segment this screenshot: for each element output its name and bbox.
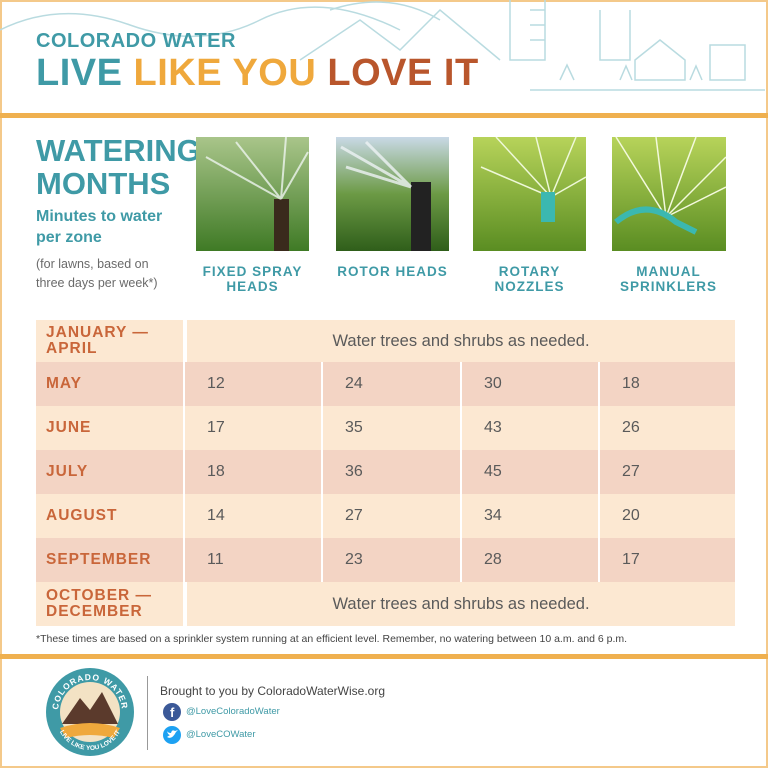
brand: COLORADO WATER [36, 30, 236, 52]
value-cell: 18 [185, 450, 323, 494]
month-cell: SEPTEMBER [36, 538, 185, 582]
social-icons: f [163, 703, 181, 744]
twitter-handle[interactable]: @LoveCOWater [186, 729, 256, 740]
credit: Brought to you by ColoradoWaterWise.org [160, 684, 385, 698]
header-art [0, 0, 765, 91]
value-cell: 43 [462, 406, 600, 450]
value-cell: 20 [600, 494, 737, 538]
subtitle: Minutes to water per zone [36, 208, 163, 246]
month-cell: AUGUST [36, 494, 185, 538]
column-label: MANUAL SPRINKLERS [619, 264, 717, 294]
value-cell: 34 [462, 494, 600, 538]
divider [0, 113, 768, 118]
value-cell: 17 [185, 406, 323, 450]
value-cell: 26 [600, 406, 737, 450]
value-cell: 28 [462, 538, 600, 582]
value-cell: 14 [185, 494, 323, 538]
tagline-word: LIVE [36, 52, 123, 94]
svg-text:f: f [170, 705, 175, 720]
month: JANUARY — APRIL [46, 324, 149, 357]
value-cell: 36 [323, 450, 462, 494]
column-label: ROTARY NOZZLES [494, 264, 565, 294]
column-label: FIXED SPRAY HEADS [202, 264, 303, 294]
note: (for lawns, based on three days per week… [36, 257, 158, 290]
value-cell: 18 [600, 362, 737, 406]
tagline: LIVE LIKE YOU LOVE IT [36, 52, 479, 95]
value-cell: 12 [185, 362, 323, 406]
month-cell: JANUARY — APRIL [36, 320, 185, 362]
value-cell: 27 [323, 494, 462, 538]
value-cell: 30 [462, 362, 600, 406]
value-cell: 11 [185, 538, 323, 582]
photos [196, 137, 726, 251]
value-cell: 17 [600, 538, 737, 582]
facebook-handle[interactable]: @LoveColoradoWater [186, 706, 280, 717]
month: JUNE [46, 419, 92, 436]
note-cell: Water trees and shrubs as needed. [185, 320, 737, 362]
note-cell: Water trees and shrubs as needed. [185, 582, 737, 626]
value-cell: 35 [323, 406, 462, 450]
month-cell: JULY [36, 450, 185, 494]
value-cell: 23 [323, 538, 462, 582]
tagline-word: LIKE YOU [133, 52, 317, 94]
column-label: ROTOR HEADS [337, 264, 448, 279]
divider [0, 654, 768, 659]
month: SEPTEMBER [46, 551, 152, 568]
month: OCTOBER — DECEMBER [46, 587, 153, 620]
footnote: *These times are based on a sprinkler sy… [36, 633, 628, 645]
month-cell: OCTOBER — DECEMBER [36, 582, 185, 626]
month: MAY [46, 375, 83, 392]
value-cell: 27 [600, 450, 737, 494]
month: JULY [46, 463, 89, 480]
month-cell: MAY [36, 362, 185, 406]
value-cell: 45 [462, 450, 600, 494]
month: AUGUST [46, 507, 118, 524]
value-cell: 24 [323, 362, 462, 406]
section-title: WATERING MONTHS [36, 133, 201, 201]
tagline-word: LOVE IT [327, 52, 479, 94]
badge: COLORADO WATER LIVE LIKE YOU LOVE IT [46, 668, 134, 756]
month-cell: JUNE [36, 406, 185, 450]
separator [147, 676, 148, 750]
